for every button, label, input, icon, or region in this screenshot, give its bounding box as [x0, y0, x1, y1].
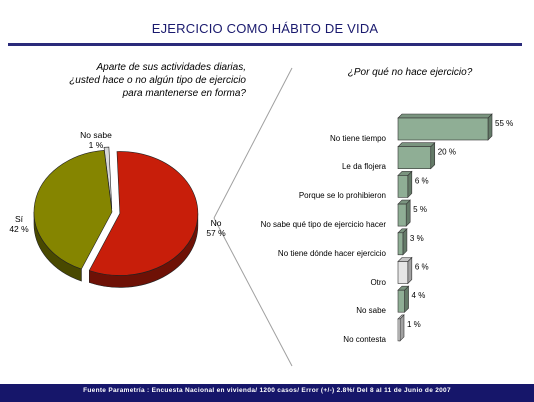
bar: [397, 261, 409, 284]
bar-side: [407, 170, 413, 199]
bar: [397, 289, 405, 313]
pie-label-si-name: Sí: [14, 214, 24, 224]
bar: [397, 318, 401, 342]
bar-side: [407, 256, 413, 285]
bar-label: Otro: [370, 278, 386, 287]
pie-label-si: Sí 42 %: [6, 214, 32, 234]
pie-question-line-2: ¿usted hace o no algún tipo de ejercicio: [69, 75, 246, 86]
bar-top: [397, 113, 493, 119]
bar-label: Le da flojera: [341, 162, 386, 171]
bar-side: [399, 314, 405, 342]
bar: [397, 232, 404, 256]
pie-label-no-sabe-name: No sabe: [80, 130, 112, 140]
bar-value-label: 1 %: [407, 320, 421, 329]
bar-value-label: 5 %: [413, 205, 427, 214]
bar-side: [487, 113, 493, 141]
pie-question-line-3: para mantenerse en forma?: [122, 88, 246, 99]
bar-value-label: 55 %: [495, 119, 513, 128]
bar-question: ¿Por qué no hace ejercicio?: [347, 67, 473, 78]
bar-side: [405, 199, 411, 227]
pie-chart: [33, 146, 199, 288]
bar-label: No contesta: [343, 335, 386, 344]
bar-top: [397, 142, 436, 147]
bar-chart: 55 % 20 % 6 % 5 % 3 % 6 % 4 % 1 %: [397, 113, 513, 342]
bar-value-label: 6 %: [415, 176, 429, 185]
bar-side: [430, 141, 436, 170]
bar-side: [404, 285, 409, 313]
bar-value-label: 6 %: [415, 263, 429, 272]
bar-label: No sabe qué tipo de ejercicio hacer: [260, 220, 386, 229]
bar-side: [402, 228, 408, 256]
title-band: EJERCICIO COMO HÁBITO DE VIDA: [8, 18, 522, 46]
connector-line-top: [213, 67, 293, 219]
pie-label-si-value: 42 %: [9, 224, 29, 234]
pie-label-no-value: 57 %: [206, 228, 226, 238]
bar: [397, 175, 409, 198]
bar: [397, 117, 489, 141]
bar: [397, 146, 432, 169]
pie-question-line-1: Aparte de sus actividades diarias,: [96, 62, 246, 73]
bar-value-label: 4 %: [412, 291, 426, 300]
source-text: Fuente Parametría : Encuesta Nacional en…: [83, 387, 451, 394]
bar: [397, 203, 407, 227]
pie-slice: [33, 149, 113, 270]
pie-label-no-sabe: No sabe 1 %: [73, 130, 119, 150]
bar-label: Porque se lo prohibieron: [298, 191, 386, 200]
page-title: EJERCICIO COMO HÁBITO DE VIDA: [151, 21, 379, 36]
pie-label-no: No 57 %: [203, 218, 229, 238]
bar-value-label: 20 %: [438, 148, 456, 157]
pie-label-no-sabe-value: 1 %: [88, 140, 104, 150]
bar-value-label: 3 %: [410, 234, 424, 243]
bar-label: No tiene tiempo: [329, 134, 386, 143]
pie-question: Aparte de sus actividades diarias, ¿uste…: [46, 61, 246, 100]
pie-slice: [88, 151, 199, 276]
bar-label: No tiene dónde hacer ejercicio: [277, 249, 386, 258]
source-footer: Fuente Parametría : Encuesta Nacional en…: [0, 384, 534, 402]
pie-label-no-name: No: [210, 218, 222, 228]
bar-label: No sabe: [356, 306, 386, 315]
connector-line-bottom: [213, 217, 293, 367]
